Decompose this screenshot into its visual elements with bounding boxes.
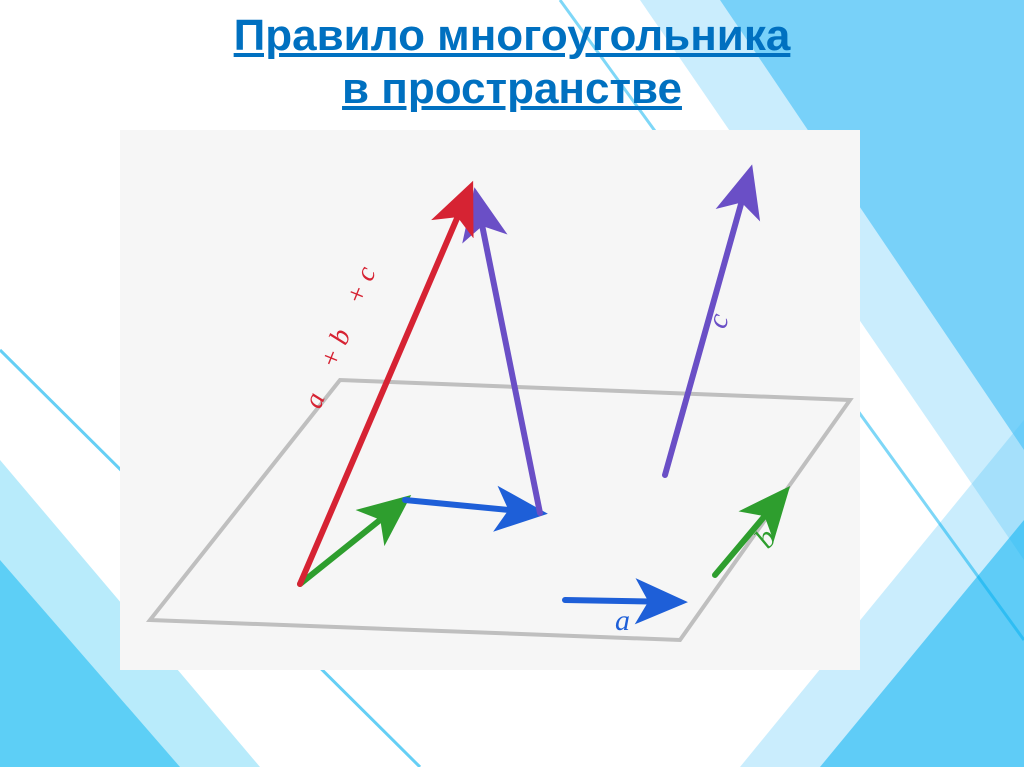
slide: Правило многоугольника в пространстве a⃗… (0, 0, 1024, 767)
label-a: a⃗ (615, 604, 653, 637)
title-line2: в пространстве (342, 64, 682, 113)
vector-diagram: a⃗ + b⃗ + c⃗a⃗b⃗c⃗ (120, 130, 860, 670)
vector-a (565, 600, 680, 602)
page-title: Правило многоугольника в пространстве (0, 10, 1024, 116)
title-line1: Правило многоугольника (234, 11, 791, 60)
